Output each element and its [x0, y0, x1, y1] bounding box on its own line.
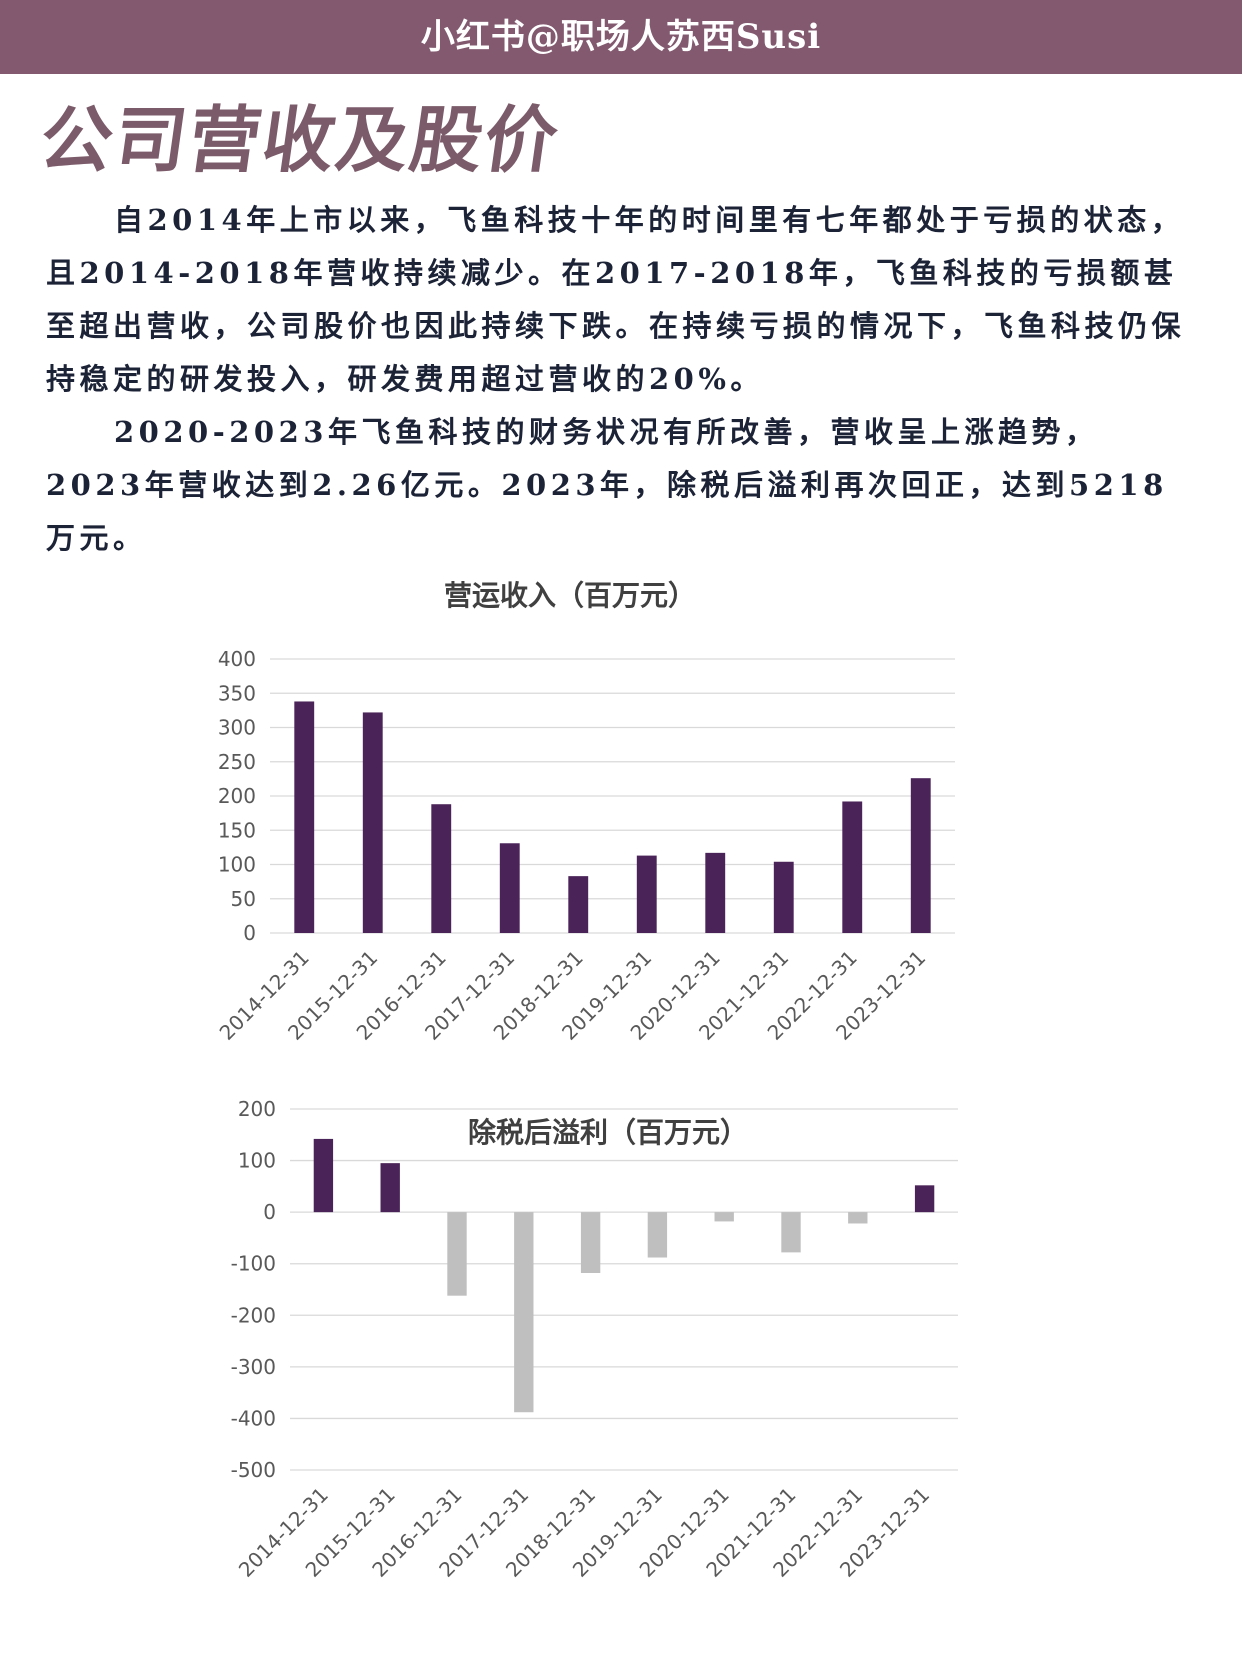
chart1-y-tick-label: 200 [238, 1097, 276, 1121]
chart1-bar [514, 1212, 534, 1413]
chart1-y-tick-label: -300 [231, 1355, 276, 1379]
chart1-bar [580, 1212, 601, 1273]
paragraph-1: 自2014年上市以来，飞鱼科技十年的时间里有七年都处于亏损的状态，且2014-2… [46, 203, 1186, 396]
chart0-y-tick-label: 200 [218, 784, 256, 808]
chart1-bar [647, 1212, 668, 1258]
chart0-bar [705, 852, 726, 933]
chart0-y-tick-label: 400 [218, 647, 256, 671]
chart1-y-tick-label: 100 [238, 1149, 276, 1173]
chart0-y-tick-label: 350 [218, 681, 256, 705]
chart0-title: 营运收入（百万元） [444, 579, 696, 612]
chart0-bar [362, 712, 383, 933]
chart0-bar [499, 843, 520, 933]
chart1-bar [781, 1212, 801, 1253]
chart0-bar [431, 804, 452, 933]
chart1-bar [914, 1185, 935, 1213]
chart1-y-tick-label: -100 [231, 1252, 276, 1276]
chart1-y-tick-label: 0 [263, 1200, 276, 1224]
paragraph-2: 2020-2023年飞鱼科技的财务状况有所改善，营收呈上涨趋势，2023年营收达… [46, 415, 1168, 555]
chart0-bar [568, 876, 589, 933]
chart0-bar [773, 861, 794, 933]
chart0-bar [910, 778, 931, 933]
chart1-bar [447, 1212, 467, 1296]
profit-chart: 除税后溢利（百万元）-500-400-300-200-1000100200201… [231, 1097, 958, 1582]
chart0-y-tick-label: 0 [243, 921, 256, 945]
chart0-bar [636, 855, 657, 933]
chart0-bar [294, 701, 315, 933]
chart1-bar [848, 1212, 868, 1224]
chart0-y-tick-label: 250 [218, 750, 256, 774]
page-title: 公司营收及股价 [34, 98, 565, 182]
chart1-bar [380, 1163, 400, 1213]
chart1-bar [714, 1212, 734, 1222]
chart0-y-tick-label: 100 [218, 853, 256, 877]
chart1-y-tick-label: -200 [231, 1303, 276, 1327]
revenue-chart: 营运收入（百万元）0501001502002503003504002014-12… [215, 579, 955, 1045]
chart1-y-tick-label: -400 [231, 1406, 276, 1430]
header-banner: 小红书@职场人苏西Susi [0, 0, 1242, 74]
chart0-y-tick-label: 50 [231, 887, 256, 911]
chart1-title: 除税后溢利（百万元） [468, 1116, 748, 1149]
chart1-y-tick-label: -500 [231, 1458, 276, 1482]
chart0-y-tick-label: 150 [218, 818, 256, 842]
chart0-y-tick-label: 300 [218, 716, 256, 740]
chart0-bar [842, 801, 863, 933]
chart1-bar [313, 1138, 334, 1213]
